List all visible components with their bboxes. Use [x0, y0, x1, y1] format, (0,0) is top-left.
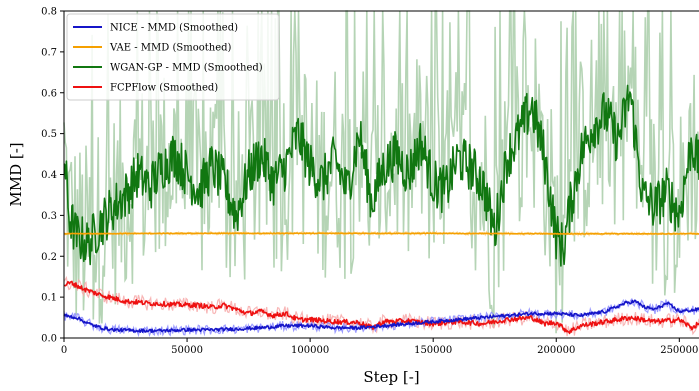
x-tick-label: 0 [61, 345, 67, 356]
y-tick-label: 0.7 [41, 47, 57, 58]
y-tick-label: 0.0 [41, 334, 57, 345]
x-axis-label: Step [-] [363, 368, 419, 386]
series-line-0 [63, 299, 699, 333]
x-tick-label: 100000 [291, 345, 329, 356]
legend-label: FCPFlow (Smoothed) [110, 83, 218, 94]
series-layer [63, 84, 699, 335]
y-axis-label: MMD [-] [7, 142, 25, 206]
raw-series-2 [63, 10, 699, 334]
x-tick-label: 150000 [414, 345, 452, 356]
x-tick-label: 250000 [660, 345, 698, 356]
y-tick-label: 0.1 [41, 293, 57, 304]
y-tick-label: 0.4 [41, 170, 57, 181]
y-tick-label: 0.6 [41, 88, 57, 99]
ticks-layer: 0 50000 100000 150000 200000 250000 0.0 0.1 0.2 0… [41, 7, 698, 357]
y-tick-label: 0.2 [41, 252, 57, 263]
legend-label: WGAN-GP - MMD (Smoothed) [110, 63, 263, 74]
x-tick-label: 50000 [171, 345, 203, 356]
y-tick-label: 0.8 [41, 7, 57, 18]
y-tick-label: 0.5 [41, 129, 57, 140]
series-line-2 [63, 84, 699, 267]
legend-frame [66, 13, 280, 101]
series-line-1 [63, 232, 699, 235]
series-line-3 [64, 280, 699, 335]
legend-label: NICE - MMD (Smoothed) [110, 23, 238, 34]
x-tick-label: 200000 [537, 345, 575, 356]
legend: NICE - MMD (Smoothed) VAE - MMD (Smoothed… [66, 13, 280, 101]
y-tick-label: 0.3 [41, 211, 57, 222]
legend-label: VAE - MMD (Smoothed) [109, 43, 232, 54]
